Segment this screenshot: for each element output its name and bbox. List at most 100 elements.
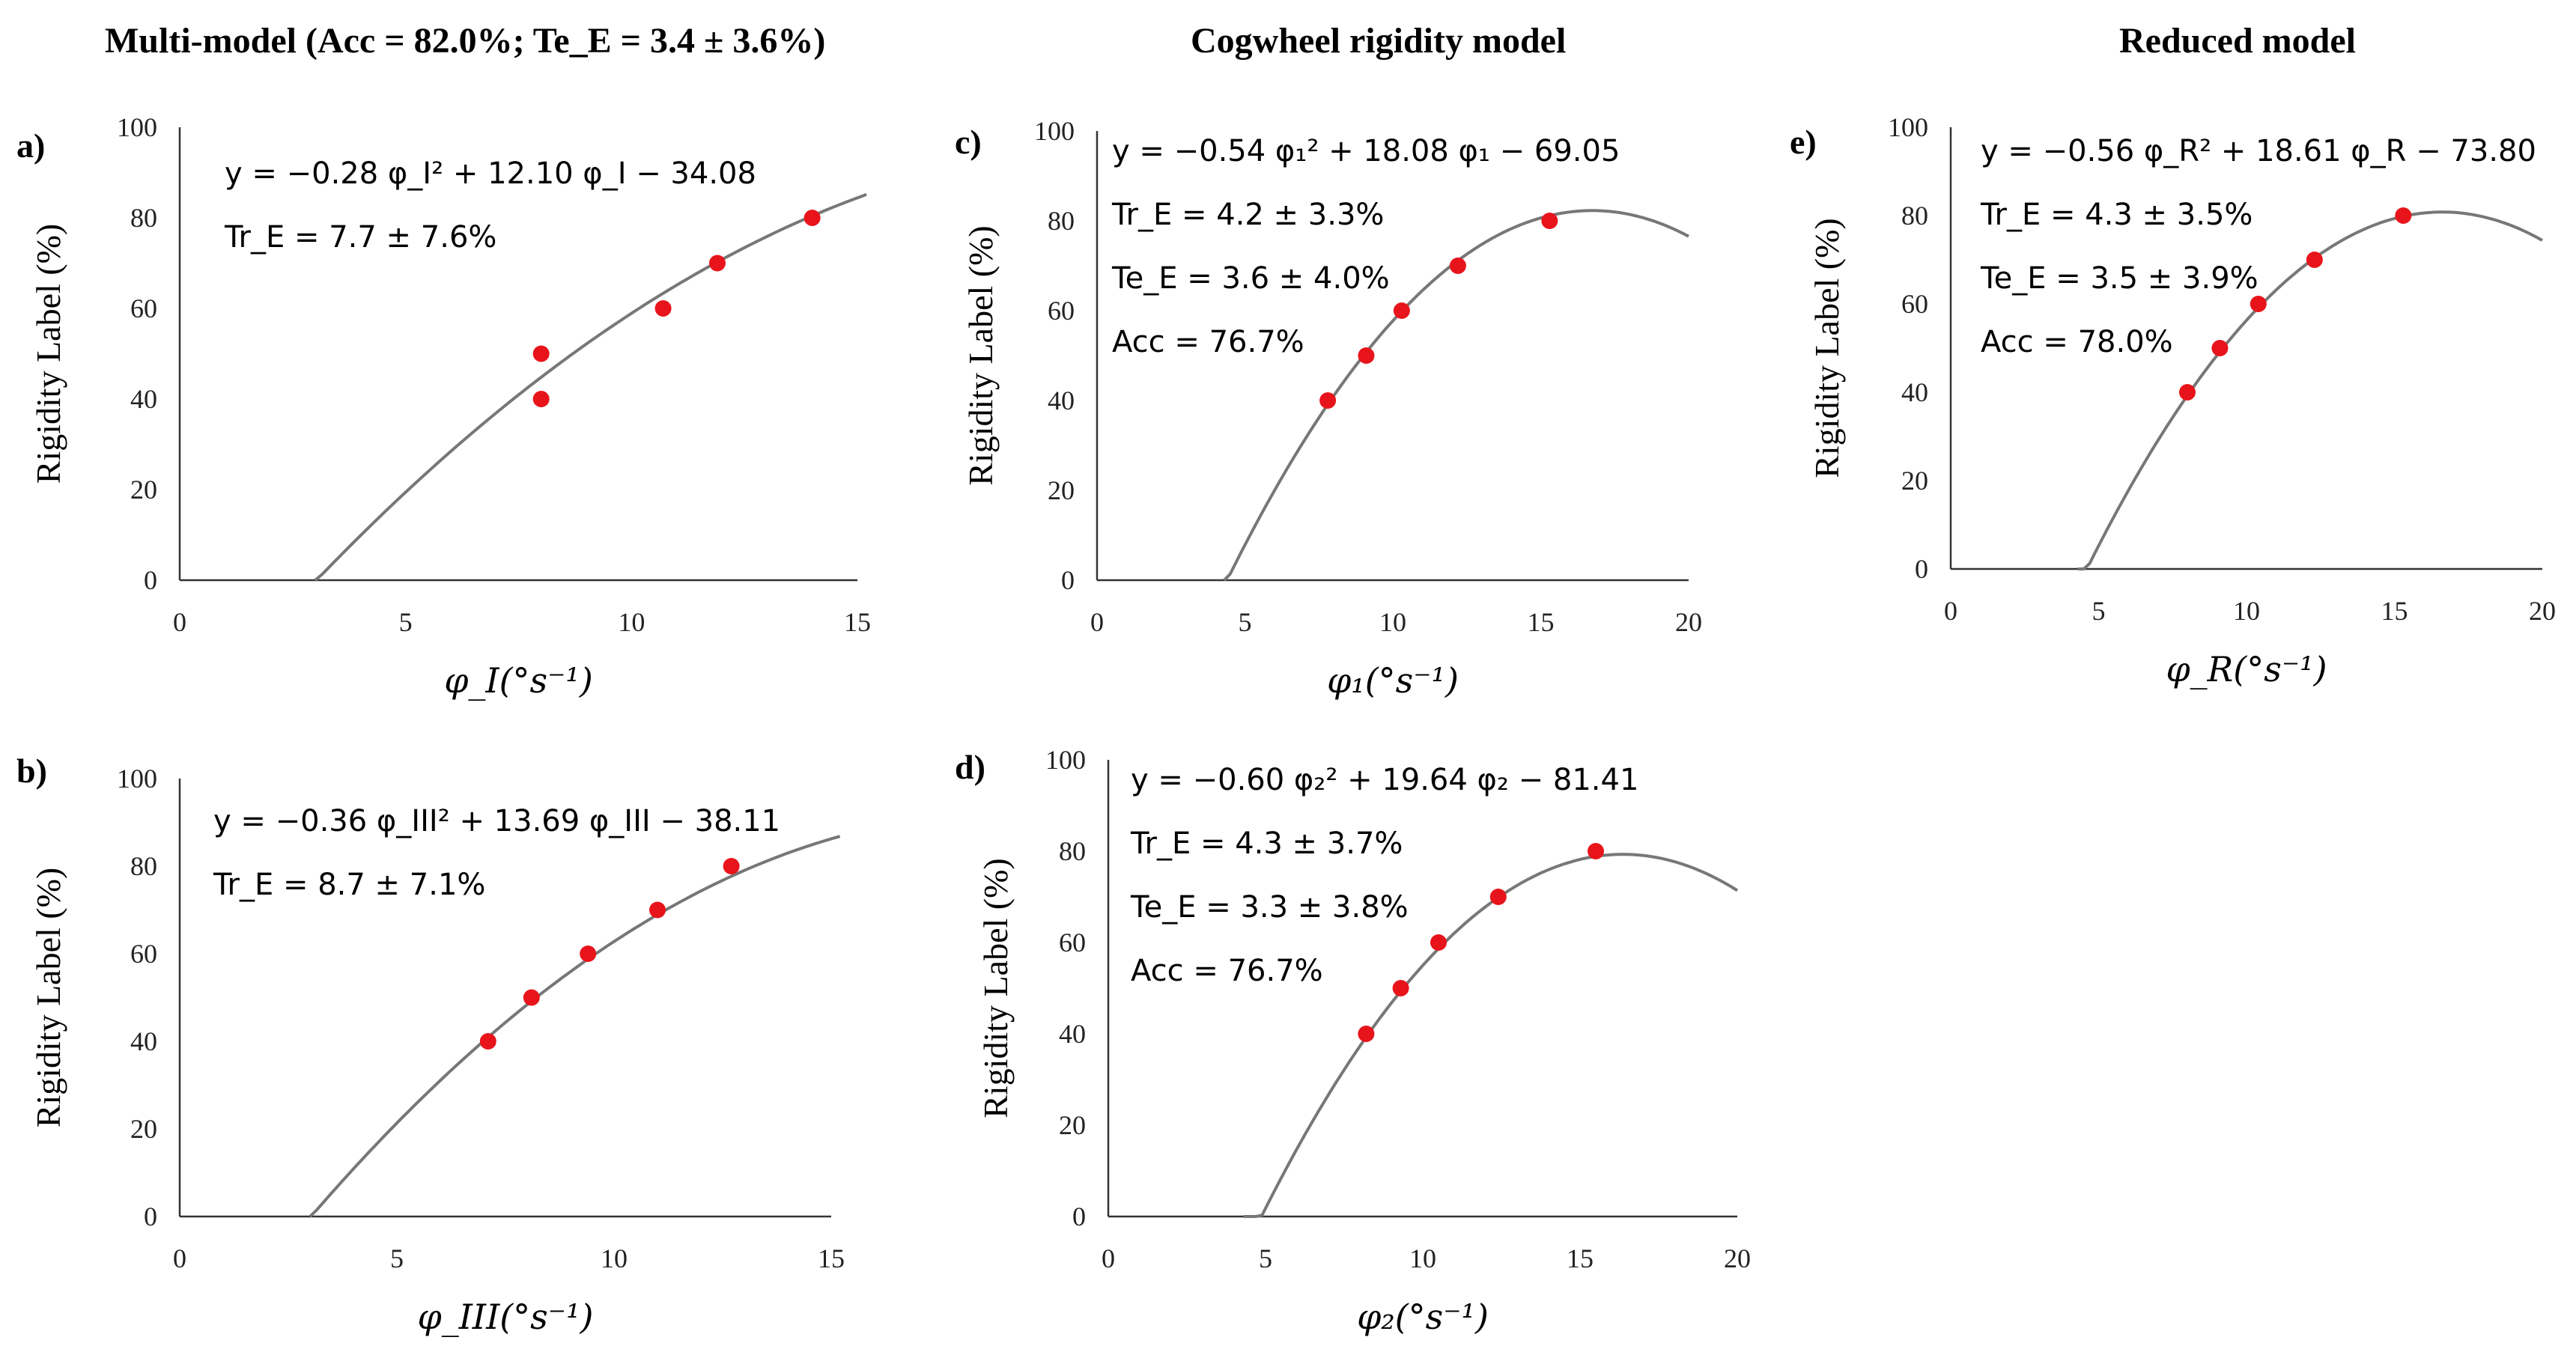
y-tick-label: 0 — [144, 1202, 157, 1231]
annotation: Acc = 78.0% — [1981, 325, 2173, 359]
y-tick-label: 40 — [130, 384, 157, 414]
x-axis-label: φ_R(°s⁻¹) — [2166, 649, 2327, 689]
y-tick-label: 80 — [130, 851, 157, 881]
x-tick-label: 20 — [1724, 1243, 1751, 1273]
data-point — [1392, 980, 1409, 996]
y-tick-label: 100 — [117, 112, 157, 142]
panel-a: a) 0 20 40 60 80 100 0 5 10 15 Rigidity Label (%) φ_… — [16, 112, 871, 701]
x-axis-label: φ₁(°s⁻¹) — [1327, 660, 1459, 701]
y-tick-label: 40 — [130, 1026, 157, 1056]
y-tick-label: 20 — [1048, 475, 1075, 505]
panel-label: b) — [16, 752, 47, 790]
data-point — [723, 858, 740, 874]
y-axis-label: Rigidity Label (%) — [962, 225, 1000, 485]
x-axis-label: φ_I(°s⁻¹) — [444, 660, 593, 701]
panel-e: e) 0 20 40 60 80 100 0 5 10 15 20 Rigidity Label (%)… — [1790, 112, 2556, 689]
y-axis-label: Rigidity Label (%) — [976, 858, 1015, 1118]
data-point — [1430, 934, 1447, 951]
panel-d: d) 0 20 40 60 80 100 0 5 10 15 20 Rigidity Label (%)… — [955, 745, 1751, 1337]
data-point — [532, 345, 550, 362]
y-tick-label: 0 — [1061, 565, 1075, 595]
fit-curve — [1243, 853, 1739, 1218]
x-tick-label: 5 — [2092, 596, 2106, 626]
data-point — [1489, 889, 1507, 905]
panel-label: d) — [955, 748, 985, 786]
x-tick-label: 0 — [173, 607, 186, 637]
y-tick-label: 20 — [1901, 466, 1928, 496]
annotation: y = −0.56 φ_R² + 18.61 φ_R − 73.80 — [1981, 134, 2536, 168]
panel-b: b) 0 20 40 60 80 100 0 5 10 15 Rigidity Label (%) φ_… — [16, 752, 845, 1337]
annotation: Te_E = 3.3 ± 3.8% — [1130, 890, 1409, 925]
data-point — [2250, 296, 2267, 312]
annotation: y = −0.36 φ_III² + 13.69 φ_III − 38.11 — [213, 804, 780, 838]
x-tick-label: 10 — [2233, 596, 2260, 626]
data-point — [532, 391, 550, 407]
data-point — [1358, 1026, 1375, 1042]
header-reduced-model: Reduced model — [2119, 21, 2356, 61]
panel-c: c) 0 20 40 60 80 100 0 5 10 15 20 Rigidity Label (%)… — [955, 116, 1702, 701]
x-tick-label: 10 — [1409, 1243, 1436, 1273]
data-point — [580, 946, 597, 962]
x-tick-label: 5 — [399, 607, 413, 637]
x-tick-label: 10 — [1379, 607, 1406, 637]
data-point — [1541, 213, 1558, 229]
header-multi-model: Multi-model (Acc = 82.0%; Te_E = 3.4 ± 3… — [105, 21, 825, 61]
y-tick-label: 60 — [1059, 928, 1086, 957]
annotation: Acc = 76.7% — [1131, 954, 1323, 988]
y-tick-label: 0 — [144, 565, 157, 595]
x-axis-label: φ₂(°s⁻¹) — [1357, 1297, 1489, 1337]
y-tick-label: 80 — [1048, 206, 1075, 236]
x-tick-label: 10 — [601, 1243, 628, 1273]
y-tick-label: 80 — [1901, 201, 1928, 231]
x-tick-label: 5 — [390, 1243, 404, 1273]
annotation: Tr_E = 4.3 ± 3.7% — [1130, 826, 1403, 861]
data-point — [708, 255, 726, 272]
x-tick-label: 20 — [2529, 596, 2556, 626]
y-tick-label: 100 — [1034, 116, 1075, 146]
y-tick-label: 20 — [1059, 1110, 1086, 1140]
x-axis-label: φ_III(°s⁻¹) — [418, 1297, 594, 1337]
y-tick-label: 40 — [1901, 377, 1928, 407]
annotation: y = −0.54 φ₁² + 18.08 φ₁ − 69.05 — [1112, 134, 1620, 168]
annotation: Tr_E = 4.3 ± 3.5% — [1980, 198, 2253, 232]
fit-curve — [309, 835, 841, 1218]
y-axis-label: Rigidity Label (%) — [29, 224, 67, 484]
x-tick-label: 0 — [173, 1243, 186, 1273]
x-tick-label: 10 — [618, 607, 645, 637]
data-point — [1588, 843, 1604, 859]
data-point — [2179, 384, 2196, 401]
x-tick-label: 15 — [844, 607, 871, 637]
y-tick-label: 100 — [117, 764, 157, 794]
data-point — [2395, 207, 2412, 224]
panel-label: a) — [16, 127, 45, 165]
annotation: y = −0.60 φ₂² + 19.64 φ₂ − 81.41 — [1131, 763, 1638, 797]
data-point — [523, 989, 540, 1006]
x-tick-label: 15 — [1567, 1243, 1594, 1273]
data-point — [1449, 258, 1466, 274]
y-tick-label: 60 — [1048, 296, 1075, 326]
y-tick-label: 40 — [1059, 1019, 1086, 1049]
y-tick-label: 60 — [130, 939, 157, 969]
x-tick-label: 0 — [1090, 607, 1104, 637]
annotation: Tr_E = 4.2 ± 3.3% — [1111, 198, 1384, 232]
x-tick-label: 15 — [2381, 596, 2408, 626]
header-cogwheel-model: Cogwheel rigidity model — [1191, 21, 1566, 61]
annotation: Te_E = 3.6 ± 4.0% — [1111, 261, 1390, 296]
annotation: Te_E = 3.5 ± 3.9% — [1980, 261, 2258, 296]
y-axis-label: Rigidity Label (%) — [1808, 218, 1846, 478]
fit-curve — [314, 192, 867, 582]
x-tick-label: 5 — [1239, 607, 1252, 637]
annotation: y = −0.28 φ_I² + 12.10 φ_I − 34.08 — [225, 156, 756, 191]
y-tick-label: 0 — [1072, 1202, 1086, 1231]
y-tick-label: 100 — [1888, 112, 1928, 142]
y-tick-label: 20 — [130, 475, 157, 505]
data-point — [2211, 340, 2229, 356]
y-tick-label: 80 — [1059, 836, 1086, 866]
y-tick-label: 40 — [1048, 386, 1075, 415]
y-axis-label: Rigidity Label (%) — [29, 868, 67, 1127]
y-tick-label: 0 — [1915, 554, 1928, 584]
y-tick-label: 80 — [130, 203, 157, 233]
data-point — [2306, 252, 2323, 268]
